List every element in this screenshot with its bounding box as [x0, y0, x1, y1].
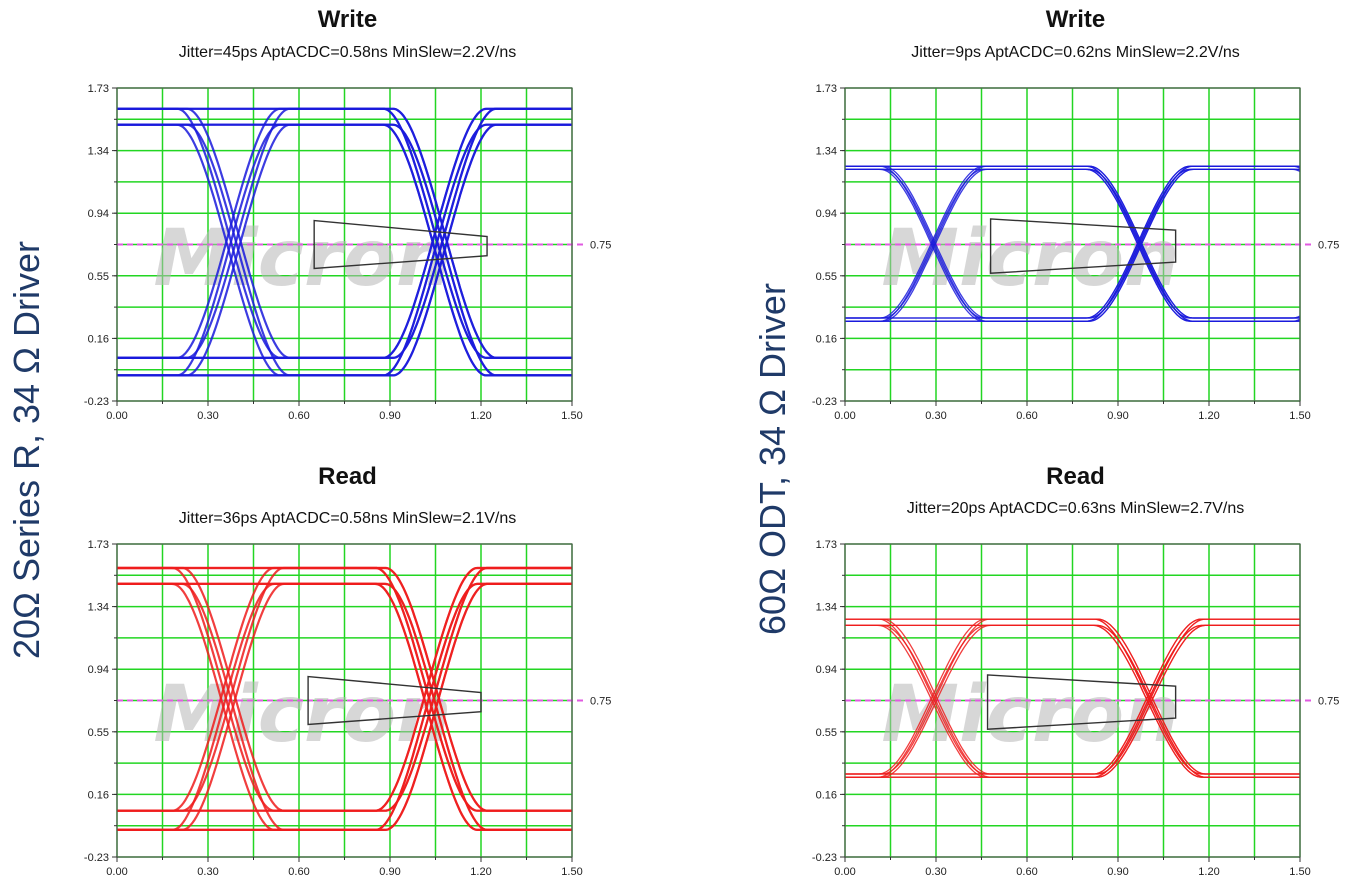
eye-trace-9 — [117, 566, 572, 812]
x-tick-label: 1.20 — [470, 410, 491, 422]
x-tick-label: 0.90 — [379, 410, 400, 422]
eye-trace-15 — [845, 168, 1300, 322]
y-tick-label: -0.23 — [812, 396, 837, 408]
x-tick-label: 0.90 — [379, 866, 400, 878]
eye-trace-13 — [117, 107, 572, 359]
watermark-logo: Micron — [153, 214, 451, 304]
y-tick-label: 0.16 — [816, 333, 837, 345]
x-tick-label: 0.30 — [925, 410, 946, 422]
grid — [844, 87, 1301, 402]
axes: 0.00 0.30 0.60 0.90 1.20 1.50 1.73 1.34 0.94 0.55… — [812, 539, 1311, 878]
y-tick-label: 0.94 — [816, 664, 837, 676]
y-tick-label: 1.34 — [816, 602, 837, 614]
eye-trace-15 — [117, 582, 572, 831]
x-tick-label: 0.30 — [197, 866, 218, 878]
eye-diagram-write-right: Micron 0.750.00 0.30 0.60 0.90 1.20 1.501.731.… — [812, 83, 1340, 422]
x-tick-label: 1.20 — [1198, 866, 1219, 878]
x-tick-label: 0.00 — [106, 410, 127, 422]
y-tick-label: 0.55 — [88, 271, 109, 283]
y-tick-label: 0.55 — [816, 727, 837, 739]
eye-trace-15 — [845, 624, 1300, 778]
eye-diagram-read-right: Micron 0.750.00 0.30 0.60 0.90 1.20 1.501.731.… — [812, 539, 1340, 878]
eye-trace-11 — [117, 123, 572, 377]
x-tick-label: 1.20 — [1198, 410, 1219, 422]
eye-trace-9 — [117, 107, 572, 359]
y-tick-label: 0.94 — [816, 208, 837, 220]
panel-subtitle-write-left: Jitter=45ps AptACDC=0.58ns MinSlew=2.2V/… — [178, 44, 517, 61]
x-tick-label: 1.50 — [561, 410, 582, 422]
left-side-label: 20Ω Series R, 34 Ω Driver — [6, 241, 47, 659]
x-tick-label: 1.50 — [561, 866, 582, 878]
eye-trace-15 — [117, 123, 572, 377]
panel-title-write-left: Write — [317, 6, 378, 33]
eye-diagram-read-left: Micron 0.75 0.00 0.30 0.60 0.90 1.20 1.50 1.73 1.… — [84, 539, 612, 878]
eye-trace-13 — [845, 618, 1300, 775]
reference-label: 0.75 — [1318, 240, 1339, 252]
panel-subtitle-write-right: Jitter=9ps AptACDC=0.62ns MinSlew=2.2V/n… — [911, 44, 1240, 61]
eye-mask — [307, 675, 482, 726]
x-tick-label: 0.00 — [834, 410, 855, 422]
x-tick-label: 0.60 — [288, 866, 309, 878]
x-tick-label: 0.60 — [1016, 410, 1037, 422]
y-tick-label: 1.73 — [816, 83, 837, 95]
y-tick-label: -0.23 — [84, 396, 109, 408]
reference-label: 0.75 — [1318, 696, 1339, 708]
x-tick-label: 0.90 — [1107, 866, 1128, 878]
eye-mask — [313, 219, 488, 270]
axes: 0.00 0.30 0.60 0.90 1.20 1.50 1.73 1.34 0.94 0.55… — [812, 83, 1311, 422]
reference-label: 0.75 — [590, 240, 611, 252]
y-tick-label: -0.23 — [84, 852, 109, 864]
panel-title-write-right: Write — [1045, 6, 1106, 33]
axes: 0.00 0.30 0.60 0.90 1.20 1.50 1.73 1.34 0.94 0.55… — [84, 539, 583, 878]
eye-trace-13 — [845, 165, 1300, 319]
panel-subtitle-read-left: Jitter=36ps AptACDC=0.58ns MinSlew=2.1V/… — [178, 510, 517, 527]
eye-traces — [117, 566, 572, 831]
y-tick-label: 1.73 — [816, 539, 837, 551]
y-tick-label: 0.94 — [88, 664, 109, 676]
x-tick-label: 0.60 — [288, 410, 309, 422]
y-tick-label: 0.16 — [88, 789, 109, 801]
eye-traces — [117, 107, 572, 377]
x-tick-label: 1.50 — [1289, 410, 1310, 422]
watermark-logo: Micron — [153, 670, 451, 760]
axes: 0.00 0.30 0.60 0.90 1.20 1.50 1.73 1.34 0.94 0.55… — [84, 83, 583, 422]
y-tick-label: 0.55 — [88, 727, 109, 739]
eye-trace-13 — [117, 566, 572, 812]
eye-traces — [845, 165, 1300, 322]
x-tick-label: 0.00 — [106, 866, 127, 878]
eye-trace-9 — [845, 165, 1300, 319]
y-tick-label: -0.23 — [812, 852, 837, 864]
eye-trace-11 — [845, 624, 1300, 778]
panel-title-read-left: Read — [318, 463, 377, 490]
y-tick-label: 1.34 — [88, 602, 109, 614]
x-tick-label: 0.90 — [1107, 410, 1128, 422]
x-tick-label: 0.30 — [925, 866, 946, 878]
x-tick-label: 0.30 — [197, 410, 218, 422]
y-tick-label: 0.94 — [88, 208, 109, 220]
eye-mask — [989, 218, 1177, 274]
x-tick-label: 1.20 — [470, 866, 491, 878]
panel-subtitle-read-right: Jitter=20ps AptACDC=0.63ns MinSlew=2.7V/… — [906, 500, 1245, 517]
eye-trace-11 — [117, 582, 572, 831]
x-tick-label: 1.50 — [1289, 866, 1310, 878]
reference-label: 0.75 — [590, 696, 611, 708]
y-tick-label: 1.34 — [88, 146, 109, 158]
y-tick-label: 1.73 — [88, 539, 109, 551]
x-tick-label: 0.60 — [1016, 866, 1037, 878]
eye-trace-11 — [845, 168, 1300, 322]
eye-mask — [986, 674, 1177, 730]
y-tick-label: 1.73 — [88, 83, 109, 95]
panel-title-read-right: Read — [1046, 463, 1105, 490]
x-tick-label: 0.00 — [834, 866, 855, 878]
y-tick-label: 0.16 — [816, 789, 837, 801]
y-tick-label: 1.34 — [816, 146, 837, 158]
eye-diagram-write-left: Micron 0.75 0.00 0.30 0.60 0.90 1.20 1.50 1.73 1.… — [84, 83, 612, 422]
y-tick-label: 0.55 — [816, 271, 837, 283]
eye-trace-9 — [845, 618, 1300, 775]
eye-traces — [845, 618, 1300, 778]
y-tick-label: 0.16 — [88, 333, 109, 345]
